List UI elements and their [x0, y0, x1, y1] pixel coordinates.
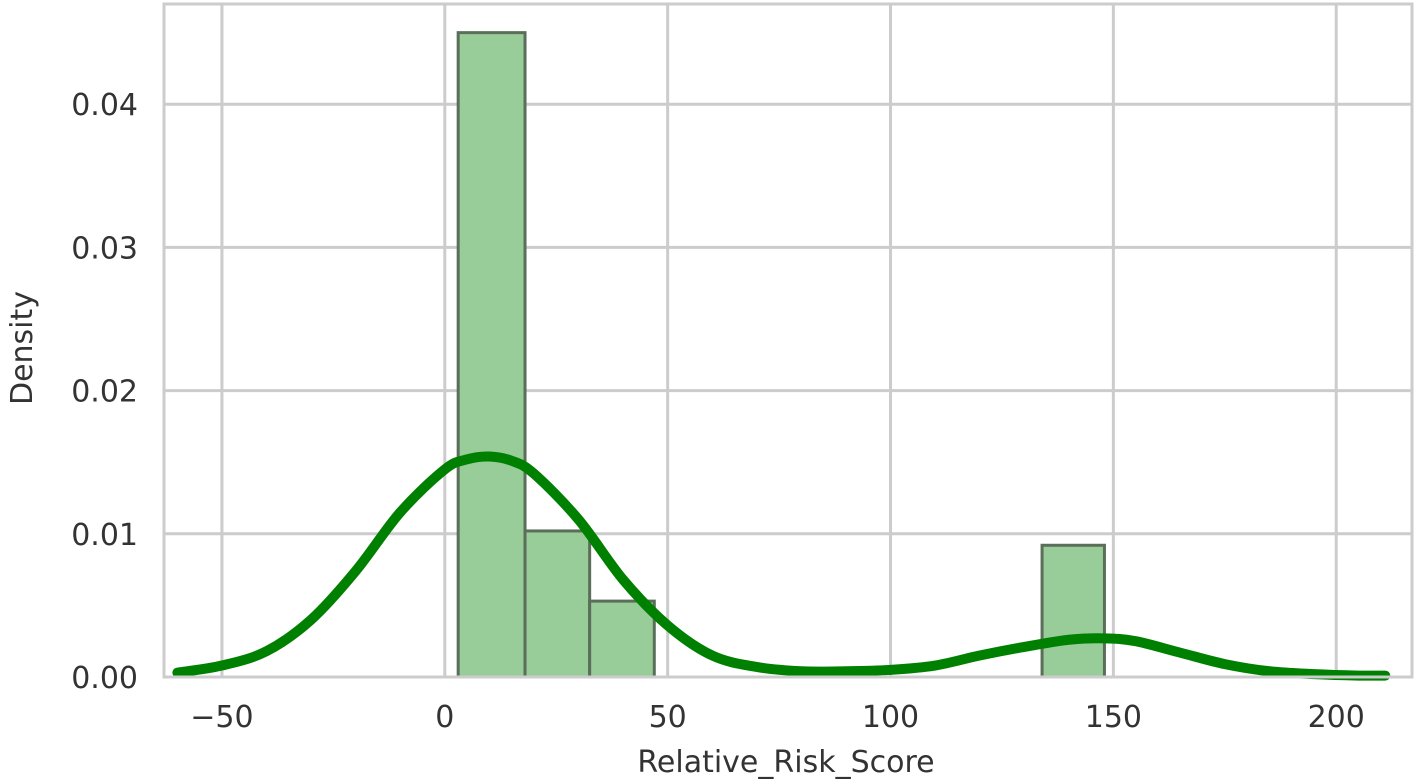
x-tick-labels: −50 0 50 100 150 200: [190, 700, 1365, 735]
x-axis-label: Relative_Risk_Score: [637, 745, 934, 780]
histogram-bar-1: [523, 529, 592, 679]
histogram-bar-0: [456, 31, 527, 679]
histogram-bar-9: [1040, 543, 1106, 679]
x-tick-label: 200: [1308, 700, 1365, 735]
x-tick-label: 0: [435, 700, 454, 735]
x-tick-label: 50: [649, 700, 687, 735]
y-tick-label: 0.00: [71, 661, 138, 696]
y-tick-label: 0.04: [71, 88, 138, 123]
x-tick-label: 100: [862, 700, 919, 735]
kde-curve-layer: [172, 451, 1391, 681]
y-tick-label: 0.02: [71, 375, 138, 410]
y-tick-labels: 0.00 0.01 0.02 0.03 0.04: [71, 88, 138, 696]
y-tick-label: 0.03: [71, 231, 138, 266]
y-axis-label: Density: [5, 291, 40, 405]
x-tick-label: −50: [190, 700, 253, 735]
kde-curve: [172, 451, 1391, 681]
plot-frame: [162, 2, 1414, 679]
histogram-bar-2: [588, 599, 656, 679]
x-tick-label: 150: [1085, 700, 1142, 735]
y-tick-label: 0.01: [71, 518, 138, 553]
histogram-bars: [456, 31, 1106, 679]
